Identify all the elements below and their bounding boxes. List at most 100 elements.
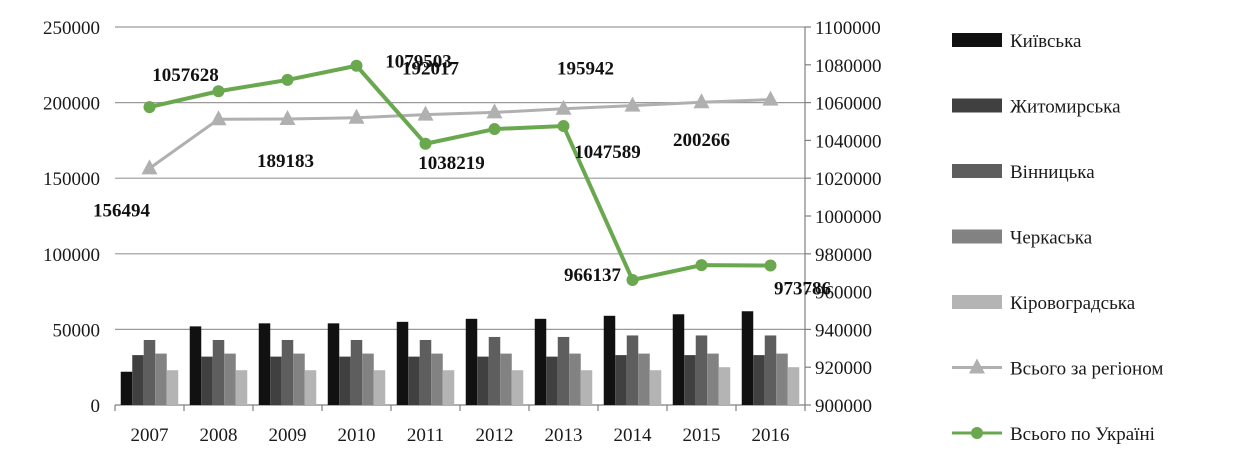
- y-right-tick-label: 920000: [815, 358, 872, 379]
- bar: [672, 314, 685, 405]
- bar: [396, 321, 409, 405]
- line-series: [141, 59, 779, 287]
- bar: [166, 370, 179, 405]
- triangle-marker: [279, 109, 296, 125]
- y-right-tick-label: 960000: [815, 283, 872, 304]
- data-label: 200266: [673, 130, 730, 151]
- data-label: 156494: [93, 200, 151, 221]
- bar: [143, 339, 156, 405]
- y-right-tick-label: 940000: [815, 320, 872, 341]
- y-left-tick-label: 200000: [43, 94, 100, 115]
- data-label: 192017: [402, 59, 460, 80]
- circle-marker: [143, 101, 156, 114]
- triangle-marker: [417, 105, 434, 121]
- triangle-marker: [762, 90, 779, 106]
- y-right-tick-label: 980000: [815, 245, 872, 266]
- bar: [293, 353, 305, 405]
- bar: [155, 353, 167, 405]
- legend-circle-marker: [971, 427, 983, 439]
- bar: [235, 370, 248, 405]
- bar: [557, 336, 570, 405]
- legend-swatch: [952, 98, 1002, 113]
- x-tick-label: 2016: [752, 425, 790, 446]
- triangle-marker: [141, 159, 158, 175]
- bar: [569, 353, 581, 405]
- triangle-marker: [348, 108, 365, 124]
- triangle-marker: [624, 96, 641, 112]
- bar: [707, 353, 719, 405]
- legend-label: Київська: [1010, 31, 1082, 52]
- data-label: 1079503: [385, 52, 452, 73]
- circle-marker: [350, 59, 363, 72]
- bar: [431, 353, 443, 405]
- legend-triangle-marker: [969, 358, 985, 374]
- bar: [465, 318, 478, 405]
- series-line: [148, 98, 771, 170]
- bar: [615, 355, 627, 405]
- bar: [511, 370, 524, 405]
- bar: [120, 371, 133, 405]
- legend-swatch: [952, 33, 1002, 47]
- x-tick-label: 2013: [545, 425, 583, 446]
- series-line: [149, 63, 771, 283]
- data-labels: 156494 189183 192017 195942 200266 1057628 107…: [93, 52, 831, 300]
- bar: [224, 353, 236, 405]
- y-right-tick-label: 1040000: [815, 131, 882, 152]
- bar: [419, 339, 432, 405]
- legend-swatch: [952, 164, 1002, 178]
- circle-marker: [419, 137, 432, 150]
- bar: [695, 335, 708, 405]
- bar: [270, 356, 282, 405]
- x-tick-label: 2015: [683, 425, 721, 446]
- bar: [776, 353, 788, 405]
- triangle-marker: [693, 93, 710, 109]
- bar: [442, 370, 455, 405]
- axes: 0 50000 100000 150000 200000 250000 900000 9200…: [43, 18, 882, 446]
- data-label: 1038219: [418, 153, 485, 174]
- y-right-tick-label: 1000000: [815, 207, 882, 228]
- circle-marker: [281, 73, 294, 86]
- bar: [764, 335, 777, 405]
- x-tick-label: 2012: [476, 425, 514, 446]
- x-tick-label: 2014: [614, 425, 653, 446]
- bar: [534, 318, 547, 405]
- bar: [327, 323, 340, 405]
- y-left-tick-label: 0: [91, 396, 101, 417]
- x-tick-label: 2011: [407, 425, 444, 446]
- circle-marker: [626, 274, 639, 287]
- y-left-tick-label: 150000: [43, 169, 100, 190]
- y-right-tick-label: 1060000: [815, 94, 882, 115]
- bar: [649, 370, 662, 405]
- data-label: 189183: [257, 151, 314, 172]
- y-left-tick-label: 250000: [43, 18, 100, 39]
- circle-marker: [695, 259, 708, 272]
- bar: [580, 370, 593, 405]
- triangle-marker: [486, 103, 503, 119]
- circle-marker: [488, 123, 501, 136]
- bar: [546, 356, 558, 405]
- bar: [281, 339, 294, 405]
- bar: [787, 367, 800, 405]
- bar: [362, 353, 374, 405]
- y-right-tick-label: 1020000: [815, 169, 882, 190]
- data-label: 1057628: [152, 65, 219, 86]
- data-label: 195942: [557, 59, 614, 80]
- bar: [201, 356, 213, 405]
- y-right-tick-label: 1100000: [815, 18, 881, 39]
- y-right-tick-label: 1080000: [815, 56, 882, 77]
- bar: [684, 355, 696, 405]
- bar: [132, 355, 144, 405]
- legend-label: Черкаська: [1010, 228, 1093, 249]
- legend-label: Вінницька: [1010, 162, 1095, 183]
- bar: [304, 370, 317, 405]
- legend-label: Всього по Україні: [1010, 424, 1155, 445]
- data-label: 973786: [774, 279, 831, 300]
- legend: Київська Житомирська Вінницька Черкаська Кір…: [952, 31, 1163, 445]
- bar: [258, 323, 271, 405]
- bar: [350, 339, 363, 405]
- bar: [339, 356, 351, 405]
- legend-label: Всього за регіоном: [1010, 359, 1163, 380]
- circle-marker: [557, 120, 570, 133]
- bar: [500, 353, 512, 405]
